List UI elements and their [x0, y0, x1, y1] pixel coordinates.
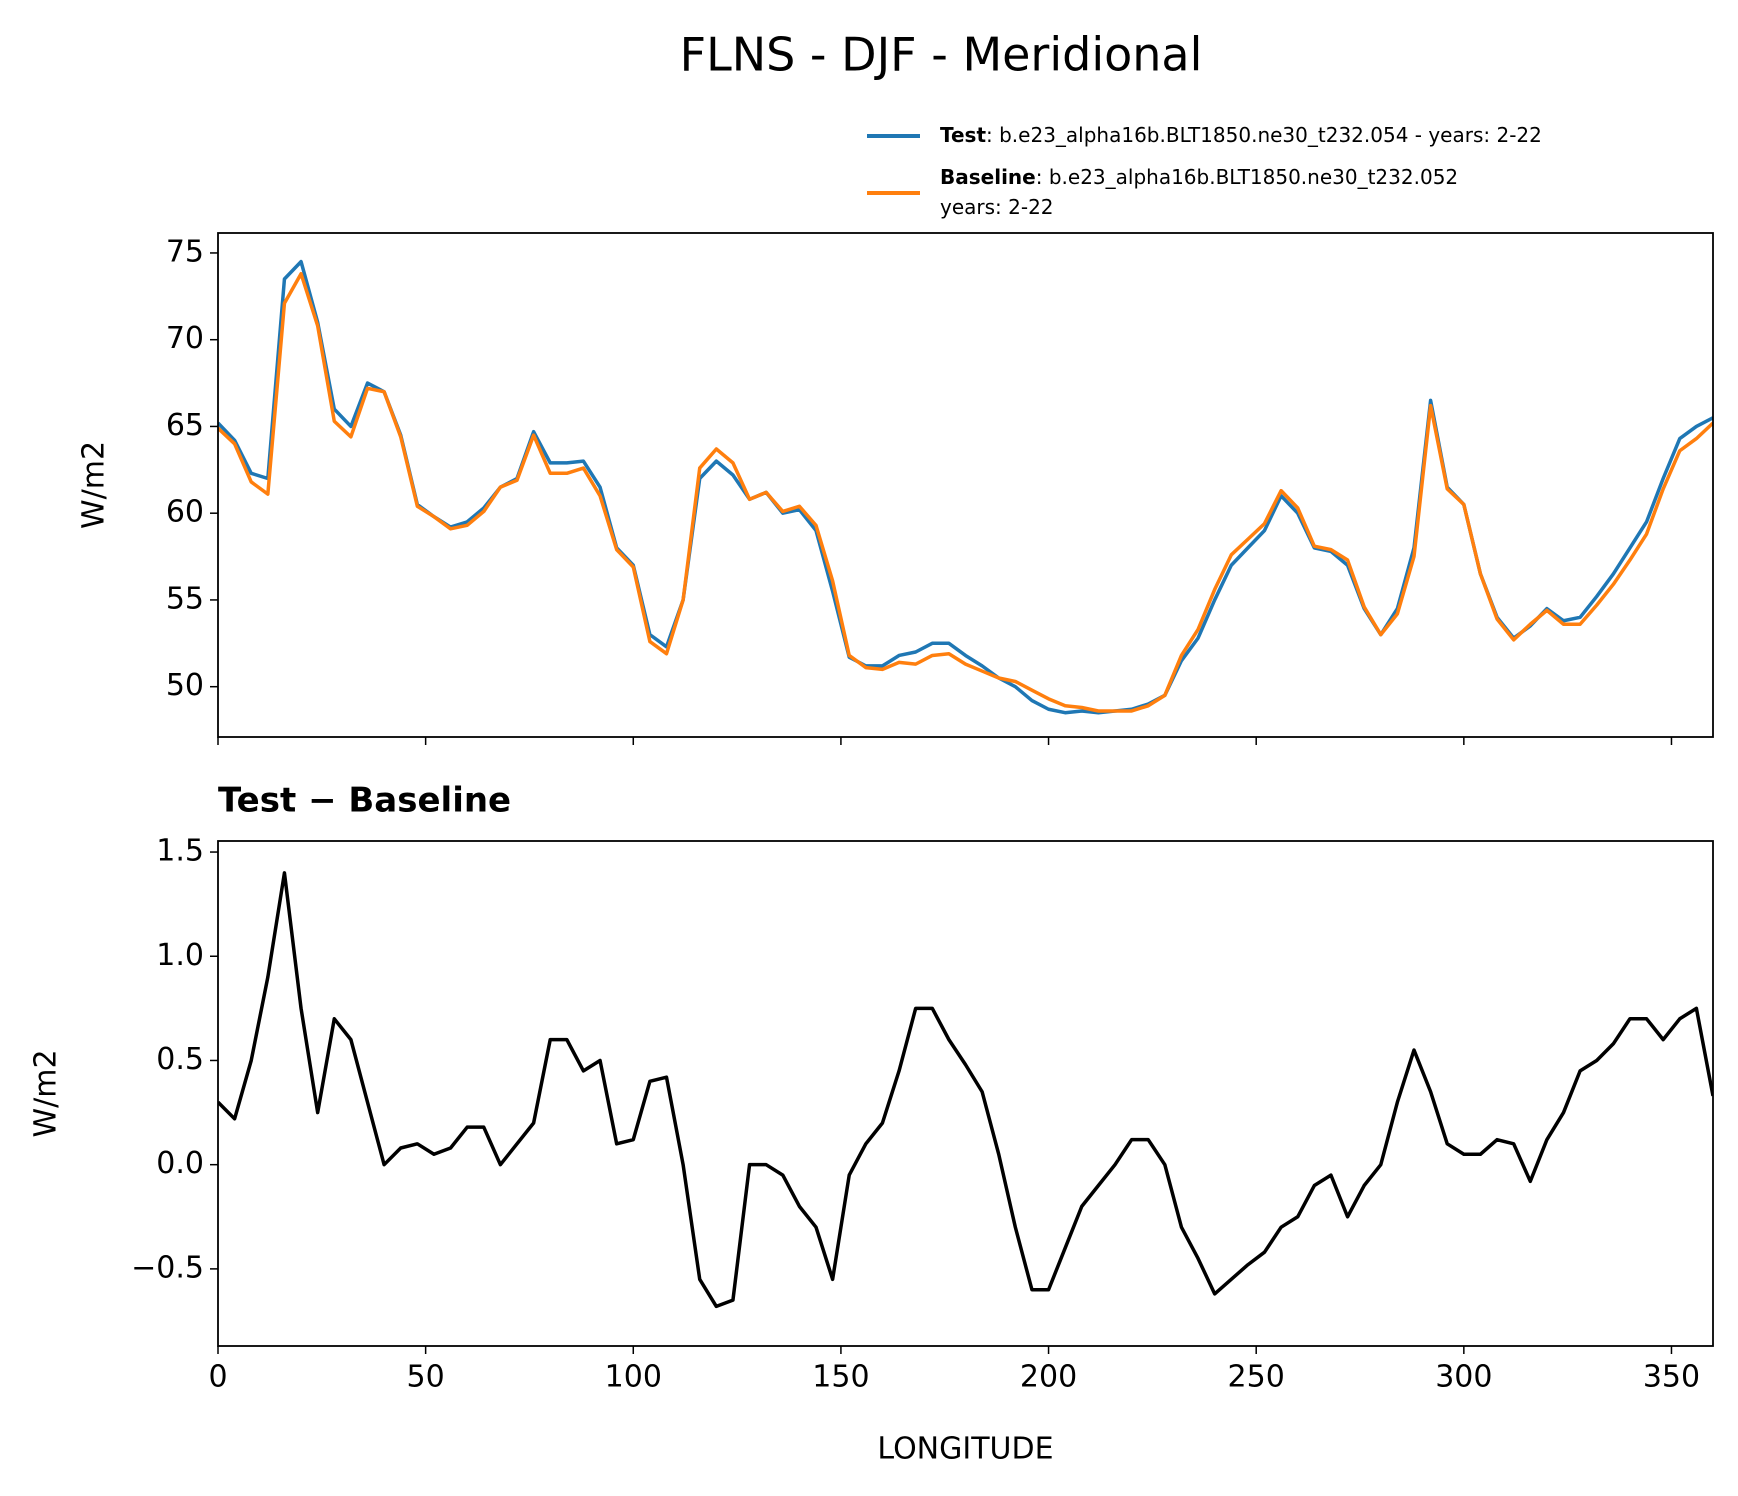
- y-tick-label: 60: [166, 495, 204, 530]
- legend-detail: : b.e23_alpha16b.BLT1850.ne30_t232.052: [1036, 165, 1458, 189]
- y-tick-label: 0.5: [156, 1042, 204, 1077]
- x-tick-label: 0: [208, 1360, 227, 1395]
- data-line: [218, 871, 1713, 1309]
- axes-frame: [217, 232, 1714, 738]
- y-tick-label: 50: [166, 668, 204, 703]
- y-axis-label: W/m2: [77, 441, 112, 529]
- legend-detail: years: 2-22: [940, 195, 1054, 219]
- y-tick-label: 0.0: [156, 1146, 204, 1181]
- chart-title: FLNS - DJF - Meridional: [680, 28, 1203, 82]
- x-tick-label: 350: [1643, 1360, 1700, 1395]
- x-tick-label: 200: [1020, 1360, 1077, 1395]
- y-axis-label: W/m2: [29, 1049, 64, 1137]
- y-tick-label: 70: [166, 321, 204, 356]
- legend-detail: : b.e23_alpha16b.BLT1850.ne30_t232.054 -…: [986, 123, 1542, 147]
- x-tick-label: 50: [407, 1360, 445, 1395]
- y-tick-label: 55: [166, 581, 204, 616]
- x-tick-label: 150: [812, 1360, 869, 1395]
- legend-label: Test: b.e23_alpha16b.BLT1850.ne30_t232.0…: [940, 123, 1542, 147]
- x-tick-label: 250: [1228, 1360, 1285, 1395]
- x-axis-label: LONGITUDE: [877, 1432, 1053, 1467]
- y-tick-label: 65: [166, 408, 204, 443]
- legend-name: Baseline: [940, 165, 1036, 189]
- y-tick-label: 1.5: [156, 834, 204, 869]
- x-tick-label: 300: [1435, 1360, 1492, 1395]
- axes-frame: [217, 840, 1714, 1347]
- y-tick-label: −0.5: [131, 1250, 204, 1285]
- legend-name: Test: [940, 123, 986, 147]
- x-tick-label: 100: [605, 1360, 662, 1395]
- subplot-title: Test − Baseline: [218, 781, 511, 821]
- y-tick-label: 75: [166, 234, 204, 269]
- y-tick-label: 1.0: [156, 938, 204, 973]
- legend-label: Baseline: b.e23_alpha16b.BLT1850.ne30_t2…: [940, 165, 1458, 219]
- data-line: [218, 272, 1713, 713]
